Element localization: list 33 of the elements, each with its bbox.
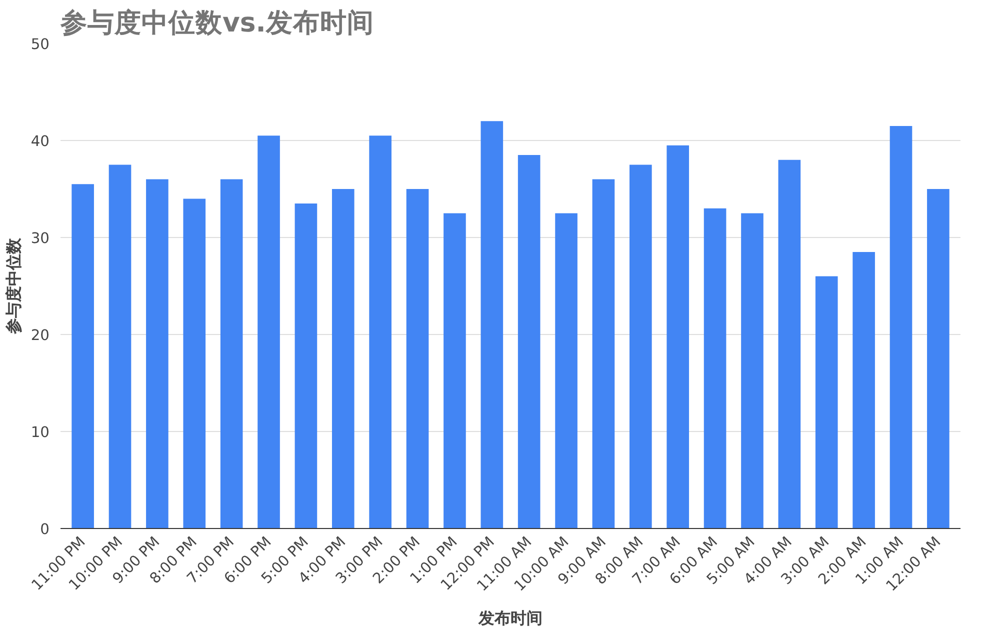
bar xyxy=(592,179,615,528)
bar xyxy=(927,189,950,528)
y-axis-title: 参与度中位数 xyxy=(4,237,23,335)
bar xyxy=(183,198,206,528)
y-tick-label: 30 xyxy=(30,230,50,247)
bar xyxy=(108,164,132,528)
bar xyxy=(146,179,168,528)
bar xyxy=(258,136,280,528)
bar xyxy=(741,213,764,528)
bar xyxy=(294,204,318,528)
y-tick-label: 40 xyxy=(30,133,50,150)
bar xyxy=(518,155,540,528)
chart-title: 参与度中位数vs.发布时间 xyxy=(60,8,374,38)
bar xyxy=(815,276,838,528)
bar xyxy=(704,208,726,528)
bar xyxy=(555,213,578,528)
bar xyxy=(332,189,354,528)
bar xyxy=(852,252,875,528)
y-tick-label: 10 xyxy=(30,424,50,441)
bar xyxy=(220,179,243,528)
bar xyxy=(666,145,690,528)
x-axis-title: 发布时间 xyxy=(478,608,542,628)
y-tick-label: 50 xyxy=(30,36,50,53)
bar xyxy=(369,136,392,528)
bar xyxy=(630,164,652,528)
bar xyxy=(890,126,912,528)
bar xyxy=(778,160,801,528)
bar xyxy=(406,189,429,528)
y-tick-label: 20 xyxy=(30,327,50,344)
bar xyxy=(444,213,466,528)
bar xyxy=(480,121,504,528)
y-tick-label: 0 xyxy=(40,521,50,538)
bar xyxy=(72,184,94,528)
